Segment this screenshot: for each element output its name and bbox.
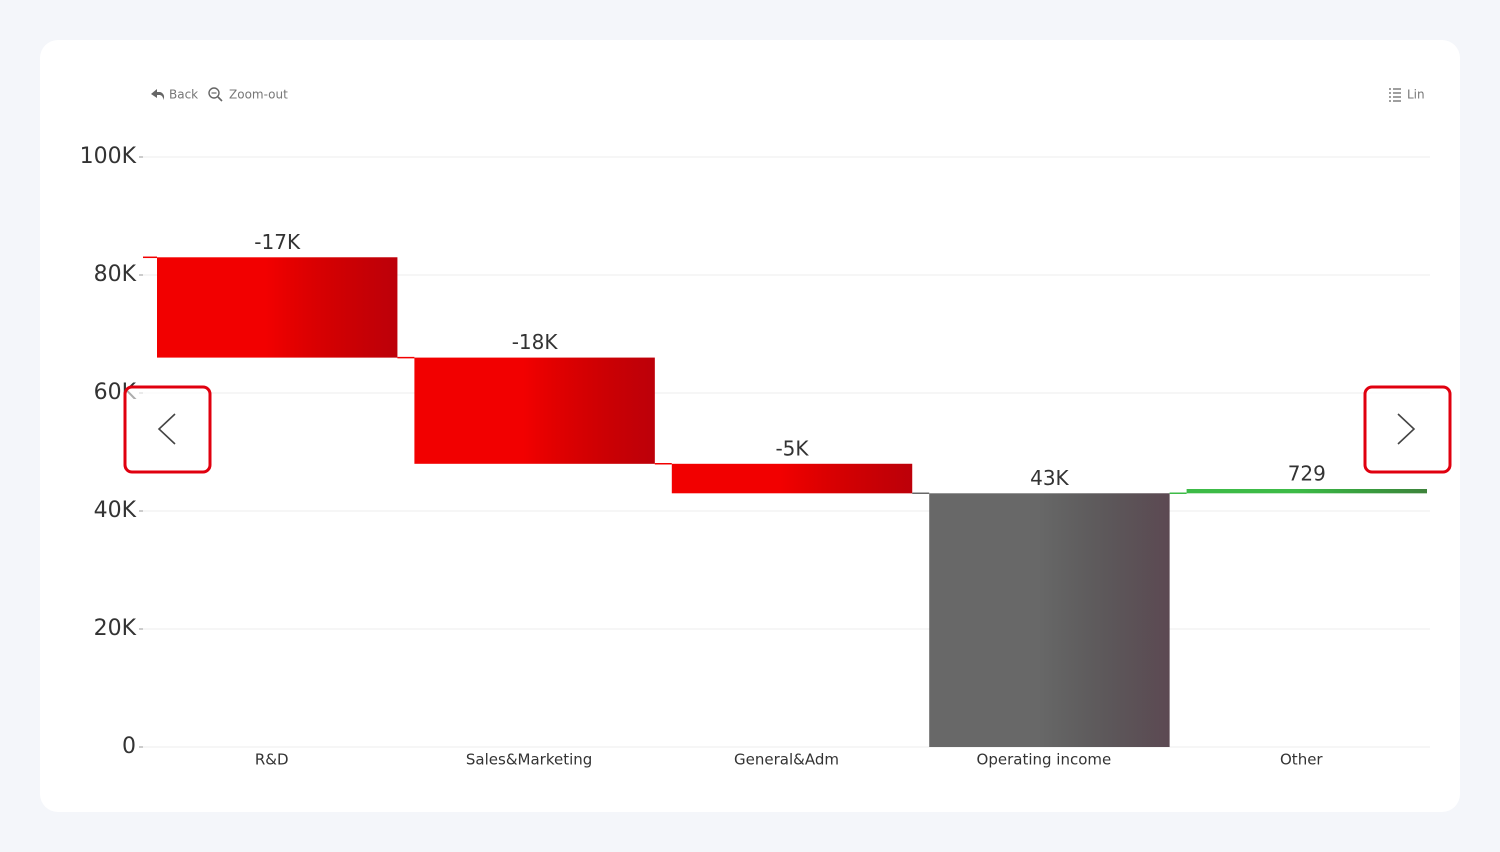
bar-shade [929, 493, 1170, 747]
value-label: -5K [775, 436, 809, 460]
y-tick-label: 20K [94, 616, 137, 641]
x-tick-label: Operating income [977, 751, 1112, 769]
back-button[interactable]: Back [151, 88, 198, 102]
x-tick-label: Sales&Marketing [466, 751, 592, 769]
x-tick-label: General&Adm [734, 751, 839, 769]
value-label: -18K [512, 330, 559, 354]
scale-button[interactable]: Lin [1389, 88, 1425, 102]
card [40, 40, 1460, 812]
y-tick-label: 100K [80, 144, 137, 169]
prev-button[interactable] [123, 385, 212, 474]
y-tick-label: 80K [94, 262, 137, 287]
bar-shade [1186, 488, 1427, 494]
zoom-out-button[interactable]: Zoom-out [208, 87, 288, 102]
bar-shade [157, 257, 398, 358]
y-tick-label: 0 [122, 734, 136, 759]
zoom-out-label[interactable]: Zoom-out [229, 88, 288, 102]
back-label[interactable]: Back [169, 88, 198, 102]
value-label: -17K [254, 230, 301, 254]
value-label: 729 [1288, 461, 1326, 485]
bar-shade [671, 463, 913, 494]
x-tick-label: R&D [255, 751, 289, 769]
y-tick-label: 40K [94, 498, 137, 523]
value-label: 43K [1030, 466, 1069, 490]
next-button[interactable] [1363, 385, 1452, 474]
bar-shade [414, 357, 655, 464]
scale-label[interactable]: Lin [1407, 88, 1425, 102]
x-tick-label: Other [1280, 751, 1323, 769]
